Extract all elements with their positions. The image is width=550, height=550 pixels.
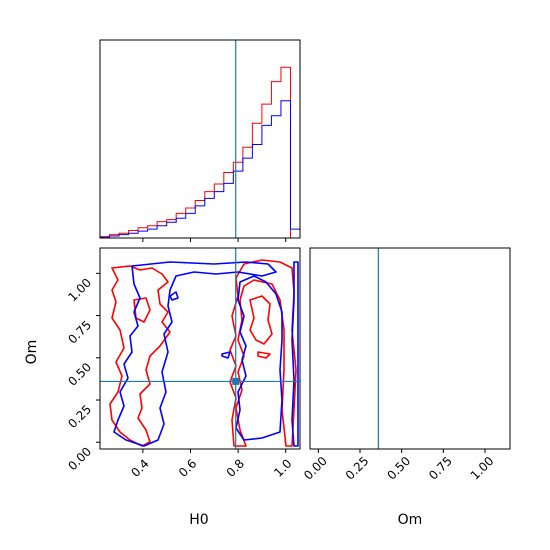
h0-histogram-red bbox=[99, 66, 300, 239]
om-hist-axis-label: Om bbox=[398, 512, 423, 528]
blue-contour-5 bbox=[221, 351, 231, 359]
h0-tick-label: 0.6 bbox=[176, 456, 199, 479]
h0-histogram-blue bbox=[99, 100, 301, 238]
h0-tick-label: 1.0 bbox=[271, 456, 294, 479]
red-contour-3 bbox=[249, 295, 273, 345]
joint-panel-frame bbox=[99, 247, 301, 450]
blue-contour-1 bbox=[113, 261, 277, 447]
truth-marker bbox=[232, 377, 240, 385]
blue-contour-4 bbox=[169, 291, 179, 301]
om-tick-label: 0.75 bbox=[65, 318, 94, 347]
red-contour-1 bbox=[109, 265, 171, 447]
om-tick-label: 1.00 bbox=[65, 276, 94, 305]
om-hist-tick-label: 0.25 bbox=[343, 454, 372, 483]
h0-histogram-panel bbox=[99, 39, 301, 242]
om-axis-label: Om bbox=[24, 340, 40, 365]
blue-contour-3 bbox=[291, 261, 299, 447]
om-histogram-frame bbox=[309, 247, 511, 450]
red-contour-4 bbox=[257, 351, 271, 359]
h0-tick-label: 0.4 bbox=[128, 456, 151, 479]
h0-axis-label: H0 bbox=[189, 512, 208, 528]
om-tick-label: 0.50 bbox=[65, 360, 94, 389]
joint-contour-panel: 0.4 0.6 0.8 1.0 0.00 0.25 0.50 0.75 1.00 H0 Om bbox=[24, 247, 301, 528]
om-tick-label: 0.00 bbox=[65, 444, 94, 473]
blue-contour-2 bbox=[235, 275, 283, 441]
om-hist-tick-label: 0.50 bbox=[384, 454, 413, 483]
om-hist-tick-label: 0.00 bbox=[301, 454, 330, 483]
om-histogram-panel: 0.00 0.25 0.50 0.75 1.00 Om bbox=[301, 247, 511, 528]
om-tick-label: 0.25 bbox=[65, 402, 94, 431]
om-hist-tick-label: 0.75 bbox=[426, 454, 455, 483]
h0-histogram-frame bbox=[99, 39, 301, 239]
h0-tick-label: 0.8 bbox=[224, 456, 247, 479]
om-hist-tick-label: 1.00 bbox=[468, 454, 497, 483]
